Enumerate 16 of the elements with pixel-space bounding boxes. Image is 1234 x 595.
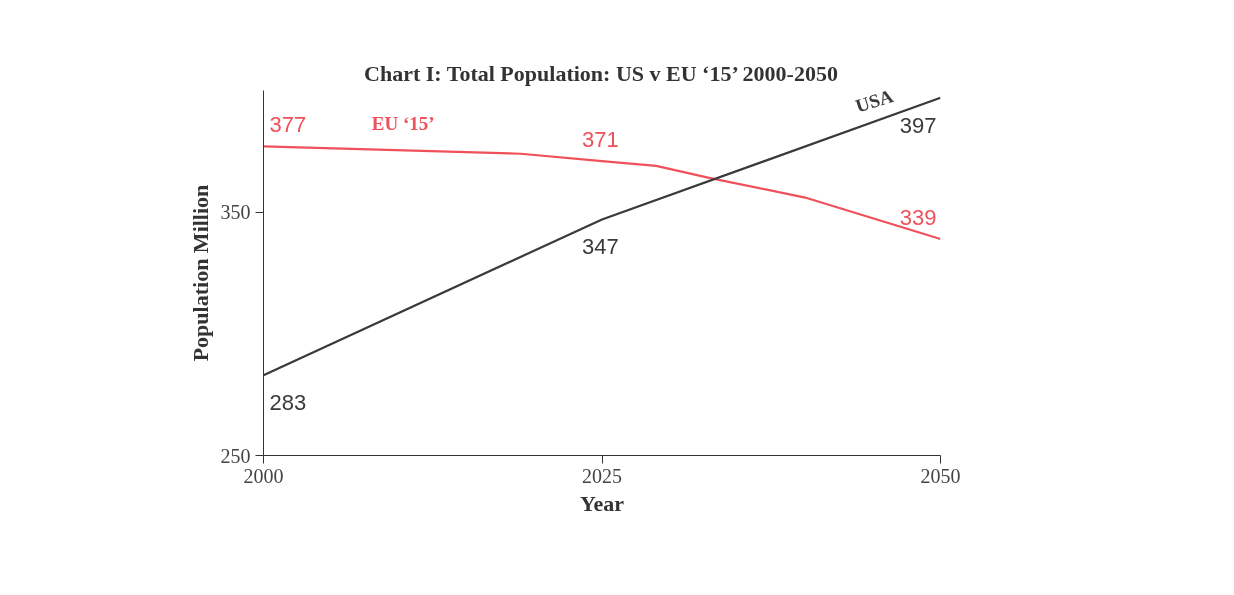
data-label: 371 [582, 127, 619, 153]
x-tick-label: 2000 [243, 464, 284, 487]
data-label: 377 [269, 112, 307, 138]
data-label: 283 [269, 390, 307, 416]
y-axis-title: Population Million [187, 184, 213, 362]
data-label: 339 [899, 204, 937, 230]
chart-title: Chart I: Total Population: US v EU ‘15’ 2000-2050 [364, 60, 838, 86]
x-axis-title: Year [580, 490, 625, 516]
x-tick-label: 2050 [920, 464, 961, 487]
data-label: 397 [899, 112, 937, 138]
y-tick-label: 250 [220, 444, 251, 467]
data-label: 347 [582, 234, 619, 260]
series-label: EU ‘15’ [371, 113, 435, 135]
line-series [263, 145, 941, 241]
x-tick-label: 2025 [582, 464, 622, 487]
y-tick-label: 350 [220, 201, 251, 224]
